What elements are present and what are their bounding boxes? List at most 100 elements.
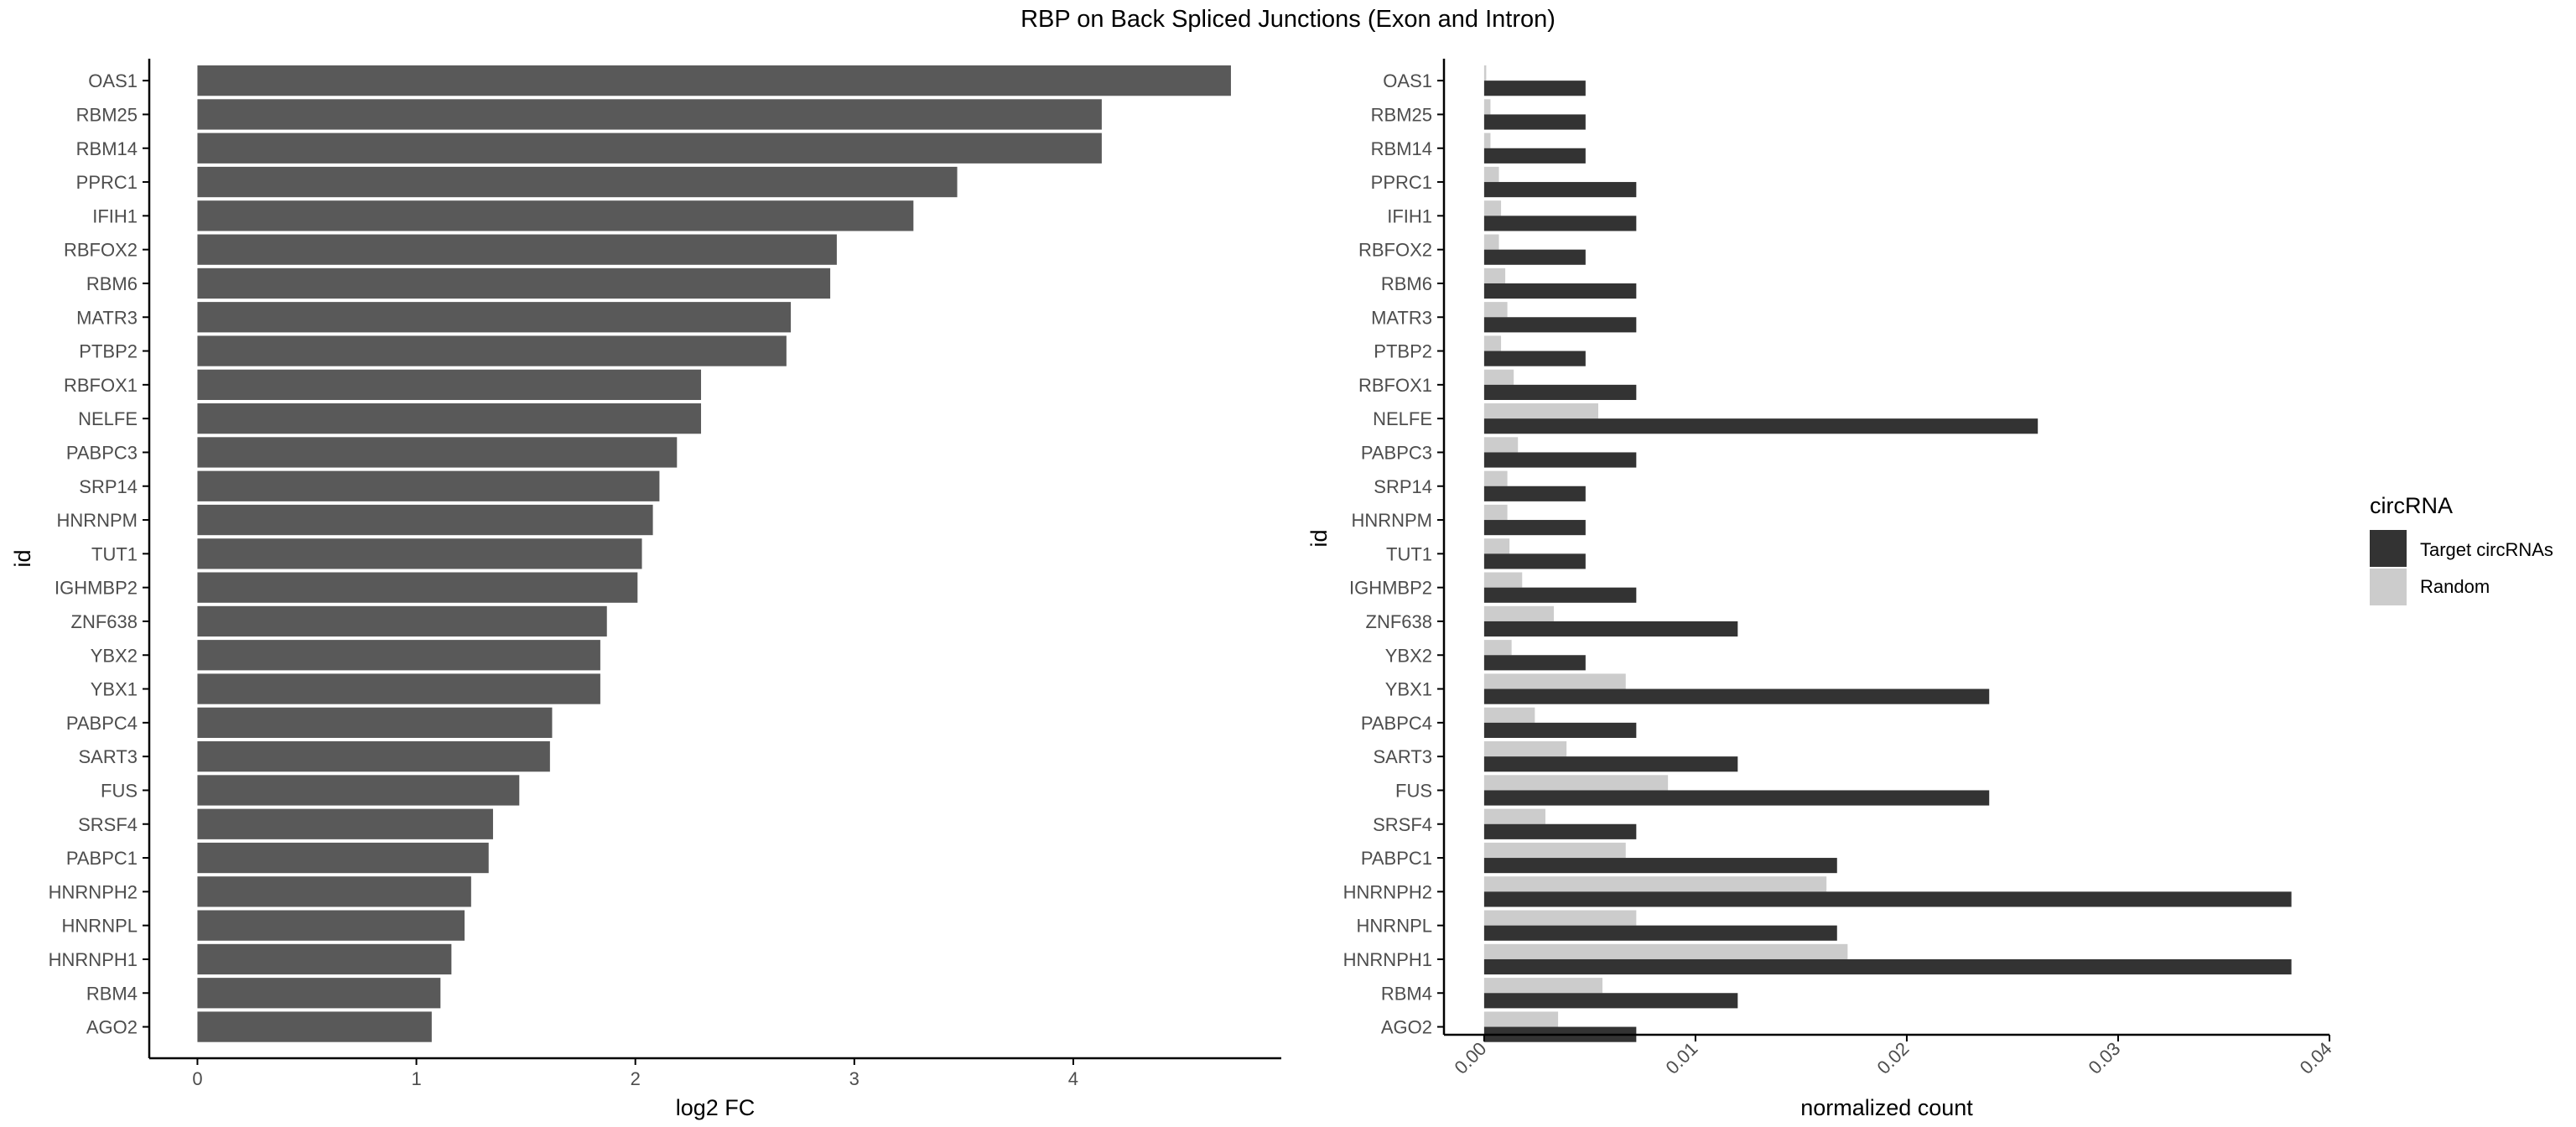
y-tick-label: ZNF638 xyxy=(1366,611,1432,632)
bar-random-rbm25 xyxy=(1483,99,1491,115)
bar-target-srp14 xyxy=(1483,486,1586,501)
y-tick-label: PABPC1 xyxy=(66,848,138,869)
legend-title: circRNA xyxy=(2370,493,2453,518)
y-tick-label: ZNF638 xyxy=(71,611,138,632)
bar-matr3 xyxy=(197,302,792,333)
bar-random-pabpc3 xyxy=(1483,437,1519,453)
bar-fus xyxy=(197,775,520,806)
bar-target-ifih1 xyxy=(1483,216,1637,231)
legend: circRNA Target circRNAs Random xyxy=(2370,493,2553,605)
bar-pabpc4 xyxy=(197,707,553,738)
bar-random-fus xyxy=(1483,775,1669,791)
bar-target-rbfox2 xyxy=(1483,249,1586,265)
x-tick-label: 0.04 xyxy=(2296,1038,2336,1078)
y-tick-label: IGHMBP2 xyxy=(55,578,138,599)
bar-target-rbm4 xyxy=(1483,993,1738,1009)
bar-random-rbm6 xyxy=(1483,267,1506,283)
y-tick-label: PTBP2 xyxy=(79,341,138,362)
bar-target-srsf4 xyxy=(1483,823,1637,839)
bar-random-ybx1 xyxy=(1483,673,1626,689)
x-tick-label: 0 xyxy=(192,1068,202,1089)
bar-hnrnph1 xyxy=(197,943,452,975)
y-tick-label: PABPC4 xyxy=(66,713,138,734)
bar-hnrnpl xyxy=(197,910,465,941)
y-tick-label: HNRNPH2 xyxy=(1343,881,1432,902)
x-tick-label: 0.03 xyxy=(2085,1038,2125,1078)
bar-target-ybx2 xyxy=(1483,655,1586,671)
left-bar-chart: OAS1 RBM25 RBM14 PPRC1 IFIH1 RBFOX2 RBM6 MATR3 P… xyxy=(10,59,1281,1120)
bar-random-pabpc1 xyxy=(1483,842,1626,859)
y-tick-label: RBM25 xyxy=(1371,104,1432,125)
bar-ighmbp2 xyxy=(197,572,638,603)
bar-random-hnrnpm xyxy=(1483,504,1508,521)
bar-rbm14 xyxy=(197,132,1102,164)
bar-target-rbfox1 xyxy=(1483,384,1637,400)
bar-random-rbm4 xyxy=(1483,978,1603,994)
bar-target-hnrnph1 xyxy=(1483,958,2292,975)
y-tick-label: NELFE xyxy=(78,408,138,429)
bar-random-pprc1 xyxy=(1483,166,1499,183)
y-tick-label: IFIH1 xyxy=(1387,205,1432,226)
y-tick-label: FUS xyxy=(101,780,138,801)
bar-ptbp2 xyxy=(197,335,787,366)
bar-target-sart3 xyxy=(1483,756,1738,772)
y-tick-label: NELFE xyxy=(1373,408,1432,429)
x-tick-label: 0.00 xyxy=(1450,1038,1490,1078)
bar-target-rbm6 xyxy=(1483,283,1637,299)
y-tick-label: HNRNPL xyxy=(62,916,138,937)
y-tick-label: TUT1 xyxy=(91,543,138,564)
y-tick-label: SART3 xyxy=(1373,746,1432,767)
bar-oas1 xyxy=(197,65,1231,96)
bar-random-matr3 xyxy=(1483,302,1508,318)
bar-target-matr3 xyxy=(1483,317,1637,333)
y-tick-label: HNRNPM xyxy=(1351,510,1432,531)
bar-target-pabpc1 xyxy=(1483,858,1837,874)
bar-random-srp14 xyxy=(1483,470,1508,486)
bar-target-oas1 xyxy=(1483,80,1586,96)
bar-target-tut1 xyxy=(1483,553,1586,569)
y-tick-label: OAS1 xyxy=(88,70,138,91)
bar-random-tut1 xyxy=(1483,538,1510,554)
bar-random-srsf4 xyxy=(1483,808,1545,824)
bar-random-sart3 xyxy=(1483,741,1567,757)
x-axis-title: log2 FC xyxy=(676,1095,756,1120)
y-tick-label: PPRC1 xyxy=(76,172,138,193)
bar-target-hnrnpm xyxy=(1483,520,1586,536)
y-tick-label: HNRNPH2 xyxy=(49,881,138,902)
y-tick-label: AGO2 xyxy=(86,1017,138,1038)
bar-nelfe xyxy=(197,403,702,434)
y-tick-label: IFIH1 xyxy=(92,205,138,226)
x-tick-label: 3 xyxy=(849,1068,860,1089)
bar-target-ybx1 xyxy=(1483,688,1990,704)
y-tick-label: SRSF4 xyxy=(1373,814,1432,835)
bar-znf638 xyxy=(197,605,607,637)
bar-rbm6 xyxy=(197,267,831,299)
x-tick-label: 4 xyxy=(1068,1068,1078,1089)
y-tick-label: HNRNPM xyxy=(56,510,138,531)
y-tick-label: AGO2 xyxy=(1381,1017,1432,1038)
y-tick-label: SART3 xyxy=(78,746,138,767)
y-tick-label: TUT1 xyxy=(1386,543,1432,564)
bar-target-hnrnph2 xyxy=(1483,891,2292,907)
y-tick-label: RBM14 xyxy=(1371,138,1432,159)
bar-rbm4 xyxy=(197,978,441,1009)
y-tick-label: RBFOX2 xyxy=(64,240,138,261)
y-tick-label: IGHMBP2 xyxy=(1349,578,1432,599)
bar-target-hnrnpl xyxy=(1483,925,1837,941)
bar-sart3 xyxy=(197,741,550,772)
bar-target-fus xyxy=(1483,790,1990,806)
bar-rbfox1 xyxy=(197,369,702,400)
bar-random-pabpc4 xyxy=(1483,707,1535,723)
bar-ago2 xyxy=(197,1011,432,1042)
bar-srp14 xyxy=(197,470,660,501)
y-tick-label: RBM4 xyxy=(1381,983,1432,1004)
bar-pabpc3 xyxy=(197,437,678,468)
bar-target-rbm14 xyxy=(1483,148,1586,164)
right-grouped-bar-chart: OAS1 RBM25 RBM14 PPRC1 IFIH1 RBFOX2 RBM6 MATR3 P… xyxy=(1306,59,2336,1120)
y-tick-label: RBM6 xyxy=(86,273,138,294)
legend-label-random: Random xyxy=(2420,576,2490,597)
chart-title: RBP on Back Spliced Junctions (Exon and … xyxy=(1021,6,1555,33)
x-tick-label: 0.01 xyxy=(1661,1038,1701,1078)
y-tick-label: PABPC3 xyxy=(1361,442,1432,463)
